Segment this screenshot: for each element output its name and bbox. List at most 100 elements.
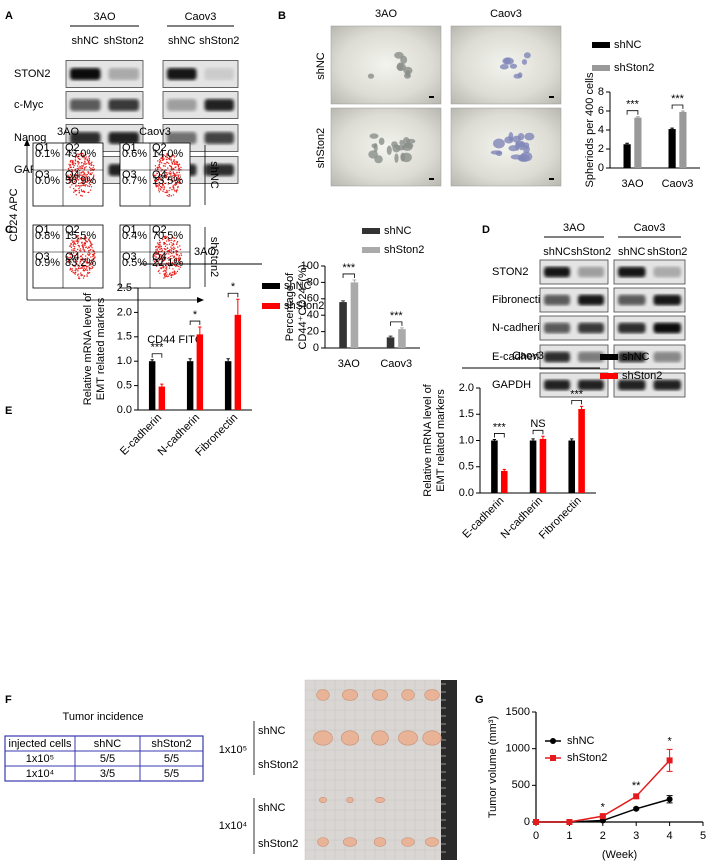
event-dot [163, 187, 165, 189]
sphere [402, 136, 410, 147]
sig-label: * [601, 801, 606, 813]
group-label: 3AO [93, 11, 115, 23]
event-dot [86, 257, 89, 259]
event-dot [159, 178, 161, 180]
event-dot [76, 178, 78, 181]
event-dot [157, 270, 160, 273]
sig-bracket [494, 433, 505, 438]
legend-label: shNC [384, 225, 412, 237]
event-dot [79, 174, 82, 176]
event-dot [71, 170, 74, 172]
event-dot [160, 264, 163, 266]
bar [196, 334, 204, 410]
event-dot [78, 153, 80, 155]
event-dot [82, 164, 85, 166]
error-bar [636, 116, 640, 118]
quadrant-value: 0.0% [35, 175, 60, 187]
quadrant-value: 0.7% [122, 175, 147, 187]
event-dot [83, 190, 85, 192]
y-tick-label: 0 [598, 162, 604, 174]
event-dot [73, 191, 75, 193]
y-tick-label: 20 [307, 326, 319, 338]
event-dot [178, 265, 180, 268]
event-dot [163, 266, 165, 268]
x-tick-label: Caov3 [662, 178, 694, 190]
event-dot [166, 189, 168, 192]
event-dot [74, 178, 76, 180]
event-dot [75, 240, 77, 242]
event-dot [69, 253, 71, 256]
event-dot [87, 239, 90, 241]
y-tick-label: 1.0 [459, 434, 474, 446]
event-dot [179, 257, 182, 259]
bar [634, 117, 642, 168]
legend-swatch [600, 354, 618, 360]
bar [234, 314, 242, 410]
event-dot [159, 161, 161, 164]
y-tick-label: 2.0 [459, 382, 474, 394]
event-dot [179, 174, 181, 176]
event-dot [168, 253, 170, 255]
event-dot [156, 166, 158, 169]
event-dot [72, 260, 75, 262]
event-dot [69, 267, 72, 270]
event-dot [169, 156, 171, 159]
quadrant-value: 70.5% [152, 230, 183, 242]
event-dot [74, 269, 76, 272]
event-dot [171, 189, 173, 191]
event-dot [83, 249, 85, 251]
event-dot [69, 269, 71, 271]
event-dot [159, 241, 161, 243]
blot-band [578, 379, 604, 391]
event-dot [164, 270, 166, 272]
event-dot [174, 162, 176, 164]
event-dot [153, 179, 156, 182]
event-dot [160, 258, 162, 260]
blot-band [204, 99, 234, 111]
event-dot [74, 190, 76, 192]
event-dot [160, 170, 162, 172]
event-dot [72, 264, 74, 267]
event-dot [163, 162, 165, 165]
event-dot [83, 175, 85, 178]
micrograph [330, 25, 442, 105]
bar [539, 438, 547, 493]
event-dot [80, 190, 83, 192]
event-dot [71, 249, 73, 251]
event-dot [71, 184, 73, 186]
event-dot [156, 242, 159, 244]
blot-band [653, 322, 681, 334]
event-dot [72, 166, 75, 169]
event-dot [81, 178, 83, 180]
bar [350, 282, 359, 348]
error-bar [531, 438, 535, 441]
event-dot [87, 178, 89, 180]
error-bar [160, 383, 164, 387]
event-dot [163, 256, 165, 259]
event-dot [175, 272, 177, 274]
event-dot [81, 265, 83, 267]
event-dot [78, 187, 80, 190]
legend-swatch [362, 247, 380, 253]
event-dot [71, 159, 73, 162]
quadrant-name: Q1 [122, 142, 137, 154]
quadrant-name: Q3 [35, 251, 50, 263]
event-dot [158, 163, 161, 166]
x-tick-label: 2 [600, 830, 606, 842]
event-dot [162, 270, 165, 272]
event-dot [90, 186, 93, 188]
event-dot [86, 275, 88, 277]
event-dot [89, 269, 91, 271]
event-dot [71, 177, 74, 180]
event-dot [166, 158, 168, 161]
point [599, 813, 606, 820]
event-dot [76, 167, 78, 170]
event-dot [158, 187, 160, 189]
legend-marker [550, 755, 556, 761]
event-dot [166, 173, 168, 176]
event-dot [83, 176, 86, 179]
event-dot [77, 160, 79, 163]
event-dot [83, 260, 85, 263]
event-dot [176, 171, 178, 174]
blot-band [653, 379, 681, 391]
